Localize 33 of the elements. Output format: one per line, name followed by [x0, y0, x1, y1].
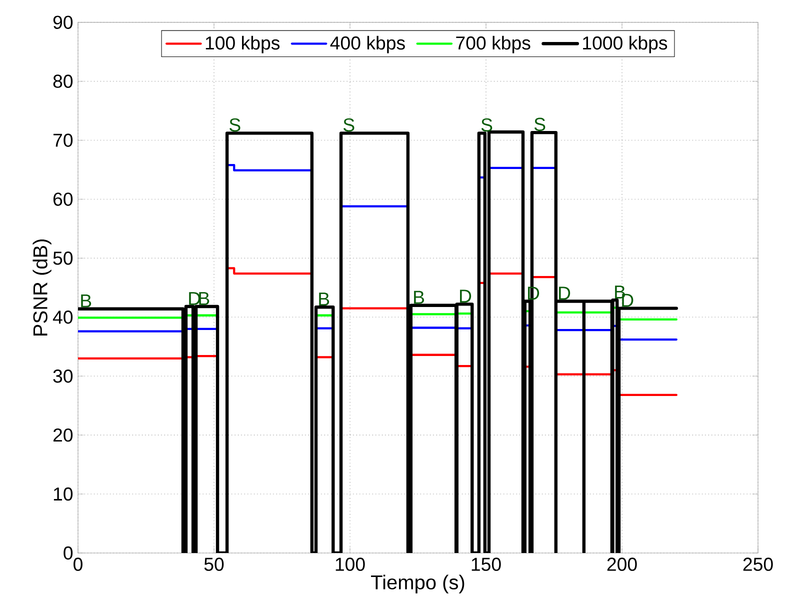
y-tick-label: 70: [53, 134, 73, 147]
annotation: B: [414, 290, 424, 304]
y-tick-label: 90: [53, 16, 73, 29]
y-tick-label: 30: [53, 369, 73, 383]
y-tick-label: 20: [53, 428, 73, 442]
y-tick-label: 50: [53, 252, 73, 265]
y-tick-label: 10: [54, 487, 73, 501]
y-tick-label: 80: [53, 74, 73, 88]
legend-label: 700 kbps: [456, 36, 530, 54]
x-axis-title: Tiempo (s): [371, 574, 464, 594]
x-tick-label: 250: [743, 558, 773, 571]
annotation: D: [189, 292, 200, 305]
y-tick-label: 60: [53, 192, 73, 206]
annotation: S: [230, 118, 240, 132]
annotation: B: [81, 294, 92, 308]
x-tick-label: 150: [472, 558, 501, 571]
annotation: D: [559, 286, 570, 300]
x-tick-label: 0: [74, 558, 82, 571]
legend-label: 400 kbps: [330, 36, 405, 54]
annotation: S: [343, 118, 354, 132]
annotation: S: [481, 118, 492, 132]
annotation: B: [319, 292, 330, 306]
y-tick-label: 40: [52, 310, 73, 324]
annotation: D: [460, 290, 472, 303]
y-axis-title: PSNR (dB): [32, 239, 52, 336]
line-series: [78, 130, 678, 553]
legend-label: 100 kbps: [206, 36, 280, 54]
legend-label: 1000 kbps: [583, 36, 668, 54]
annotation: S: [534, 118, 546, 131]
x-tick-label: 100: [336, 558, 365, 571]
y-tick-label: 0: [64, 546, 73, 560]
x-tick-label: 200: [607, 558, 637, 571]
x-tick-label: 50: [204, 558, 224, 571]
